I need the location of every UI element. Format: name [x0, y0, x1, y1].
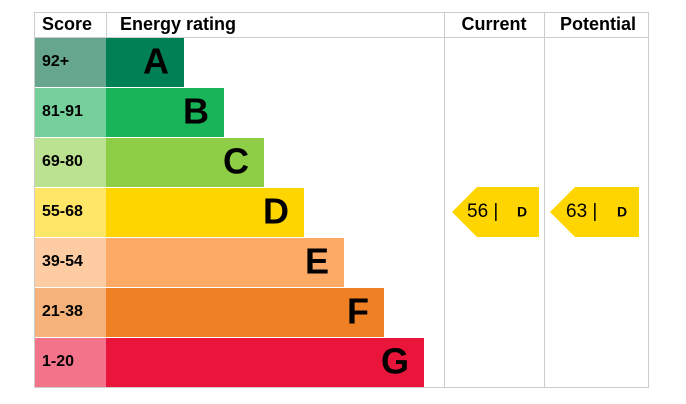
- current-score: 56 |: [467, 201, 498, 222]
- rating-letter: F: [347, 291, 369, 332]
- rating-bar: [106, 188, 304, 237]
- score-label: 1-20: [42, 353, 74, 370]
- score-cell: [35, 38, 106, 87]
- header-potential: Potential: [560, 14, 636, 34]
- score-cell: [35, 188, 106, 237]
- arrow: [452, 187, 539, 237]
- bands: 92+ A 81-91 B 69-80 C 55-68 D 39-54 E 21-38 F 1-20 G: [35, 38, 424, 387]
- score-label: 81-91: [42, 103, 83, 120]
- rating-bar: [106, 288, 384, 337]
- arrow: [550, 187, 639, 237]
- rating-letter: D: [263, 191, 289, 232]
- score-label: 39-54: [42, 253, 83, 270]
- score-cell: [35, 238, 106, 287]
- score-cell: [35, 138, 106, 187]
- score-cell: [35, 338, 106, 387]
- score-cell: [35, 288, 106, 337]
- rating-bar: [106, 338, 424, 387]
- rating-bar: [106, 138, 264, 187]
- rating-letter: E: [305, 241, 329, 282]
- current-letter: D: [517, 204, 527, 220]
- rating-letter: A: [143, 41, 169, 82]
- rating-letter: B: [183, 91, 209, 132]
- current-arrow: 56 | D: [452, 187, 539, 237]
- rating-bar: [106, 238, 344, 287]
- header-current: Current: [461, 14, 526, 34]
- rating-bar: [106, 88, 224, 137]
- header-score: Score: [42, 14, 92, 34]
- score-label: 21-38: [42, 303, 83, 320]
- rating-letter: G: [381, 341, 409, 382]
- potential-arrow: 63 | D: [550, 187, 639, 237]
- rating-letter: C: [223, 141, 249, 182]
- score-label: 55-68: [42, 203, 83, 220]
- score-label: 92+: [42, 53, 69, 70]
- score-label: 69-80: [42, 153, 83, 170]
- potential-score: 63 |: [566, 201, 597, 222]
- rating-bar: [106, 38, 184, 87]
- score-cell: [35, 88, 106, 137]
- header-rating: Energy rating: [120, 14, 236, 34]
- potential-letter: D: [617, 204, 627, 220]
